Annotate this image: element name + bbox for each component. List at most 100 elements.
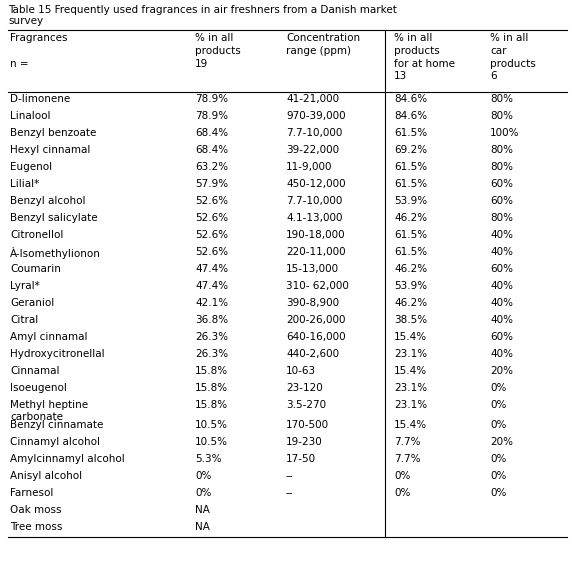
Text: 42.1%: 42.1% xyxy=(195,298,228,308)
Text: 61.5%: 61.5% xyxy=(394,247,427,257)
Text: 26.3%: 26.3% xyxy=(195,332,228,342)
Text: Geraniol: Geraniol xyxy=(10,298,54,308)
Text: 60%: 60% xyxy=(490,196,513,206)
Text: Hydroxycitronellal: Hydroxycitronellal xyxy=(10,349,105,359)
Text: 440-2,600: 440-2,600 xyxy=(286,349,339,359)
Text: Coumarin: Coumarin xyxy=(10,264,61,274)
Text: 220-11,000: 220-11,000 xyxy=(286,247,346,257)
Text: 0%: 0% xyxy=(490,488,507,498)
Text: 61.5%: 61.5% xyxy=(394,230,427,240)
Text: Cinnamyl alcohol: Cinnamyl alcohol xyxy=(10,437,100,447)
Text: 61.5%: 61.5% xyxy=(394,128,427,138)
Text: Benzyl alcohol: Benzyl alcohol xyxy=(10,196,86,206)
Text: 15-13,000: 15-13,000 xyxy=(286,264,339,274)
Text: 390-8,900: 390-8,900 xyxy=(286,298,339,308)
Text: 4.1-13,000: 4.1-13,000 xyxy=(286,213,343,223)
Text: NA: NA xyxy=(195,522,210,532)
Text: 7.7%: 7.7% xyxy=(394,454,420,464)
Text: 20%: 20% xyxy=(490,437,513,447)
Text: --: -- xyxy=(286,488,293,498)
Text: 78.9%: 78.9% xyxy=(195,94,228,104)
Text: 61.5%: 61.5% xyxy=(394,162,427,172)
Text: Benzyl cinnamate: Benzyl cinnamate xyxy=(10,420,104,430)
Text: 190-18,000: 190-18,000 xyxy=(286,230,346,240)
Text: 15.4%: 15.4% xyxy=(394,366,427,376)
Text: 0%: 0% xyxy=(394,471,411,481)
Text: 450-12,000: 450-12,000 xyxy=(286,179,346,189)
Text: 0%: 0% xyxy=(490,471,507,481)
Text: 0%: 0% xyxy=(195,488,212,498)
Text: 0%: 0% xyxy=(394,488,411,498)
Text: 52.6%: 52.6% xyxy=(195,213,228,223)
Text: 69.2%: 69.2% xyxy=(394,145,427,155)
Text: 53.9%: 53.9% xyxy=(394,196,427,206)
Text: 23.1%: 23.1% xyxy=(394,400,427,410)
Text: 19-230: 19-230 xyxy=(286,437,323,447)
Text: 17-50: 17-50 xyxy=(286,454,316,464)
Text: Anisyl alcohol: Anisyl alcohol xyxy=(10,471,82,481)
Text: 68.4%: 68.4% xyxy=(195,128,228,138)
Text: 26.3%: 26.3% xyxy=(195,349,228,359)
Text: 57.9%: 57.9% xyxy=(195,179,228,189)
Text: Methyl heptine
carbonate: Methyl heptine carbonate xyxy=(10,400,88,422)
Text: 41-21,000: 41-21,000 xyxy=(286,94,339,104)
Text: 970-39,000: 970-39,000 xyxy=(286,111,346,121)
Text: Citral: Citral xyxy=(10,315,39,325)
Text: 36.8%: 36.8% xyxy=(195,315,228,325)
Text: 52.6%: 52.6% xyxy=(195,247,228,257)
Text: Concentration
range (ppm): Concentration range (ppm) xyxy=(286,33,360,56)
Text: 15.4%: 15.4% xyxy=(394,420,427,430)
Text: 80%: 80% xyxy=(490,213,513,223)
Text: 47.4%: 47.4% xyxy=(195,281,228,291)
Text: Tree moss: Tree moss xyxy=(10,522,62,532)
Text: 80%: 80% xyxy=(490,162,513,172)
Text: 23.1%: 23.1% xyxy=(394,349,427,359)
Text: 5.3%: 5.3% xyxy=(195,454,221,464)
Text: 0%: 0% xyxy=(490,383,507,393)
Text: 23-120: 23-120 xyxy=(286,383,323,393)
Text: 15.4%: 15.4% xyxy=(394,332,427,342)
Text: Linalool: Linalool xyxy=(10,111,51,121)
Text: Isoeugenol: Isoeugenol xyxy=(10,383,67,393)
Text: 60%: 60% xyxy=(490,332,513,342)
Text: 0%: 0% xyxy=(490,420,507,430)
Text: 47.4%: 47.4% xyxy=(195,264,228,274)
Text: 640-16,000: 640-16,000 xyxy=(286,332,346,342)
Text: 46.2%: 46.2% xyxy=(394,213,427,223)
Text: D-limonene: D-limonene xyxy=(10,94,70,104)
Text: 0%: 0% xyxy=(195,471,212,481)
Text: 11-9,000: 11-9,000 xyxy=(286,162,332,172)
Text: 10.5%: 10.5% xyxy=(195,420,228,430)
Text: Cinnamal: Cinnamal xyxy=(10,366,59,376)
Text: Fragrances

n =: Fragrances n = xyxy=(10,33,67,69)
Text: 0%: 0% xyxy=(490,400,507,410)
Text: Hexyl cinnamal: Hexyl cinnamal xyxy=(10,145,90,155)
Text: 3.5-270: 3.5-270 xyxy=(286,400,326,410)
Text: NA: NA xyxy=(195,505,210,515)
Text: 40%: 40% xyxy=(490,247,513,257)
Text: 84.6%: 84.6% xyxy=(394,94,427,104)
Text: 40%: 40% xyxy=(490,349,513,359)
Text: Amylcinnamyl alcohol: Amylcinnamyl alcohol xyxy=(10,454,125,464)
Text: --: -- xyxy=(286,471,293,481)
Text: survey: survey xyxy=(8,16,43,26)
Text: Benzyl salicylate: Benzyl salicylate xyxy=(10,213,98,223)
Text: 15.8%: 15.8% xyxy=(195,366,228,376)
Text: 40%: 40% xyxy=(490,315,513,325)
Text: 7.7-10,000: 7.7-10,000 xyxy=(286,196,342,206)
Text: 40%: 40% xyxy=(490,230,513,240)
Text: 39-22,000: 39-22,000 xyxy=(286,145,339,155)
Text: 200-26,000: 200-26,000 xyxy=(286,315,346,325)
Text: 15.8%: 15.8% xyxy=(195,400,228,410)
Text: 78.9%: 78.9% xyxy=(195,111,228,121)
Text: 80%: 80% xyxy=(490,145,513,155)
Text: 170-500: 170-500 xyxy=(286,420,329,430)
Text: 80%: 80% xyxy=(490,111,513,121)
Text: 60%: 60% xyxy=(490,264,513,274)
Text: Table 15 Frequently used fragrances in air freshners from a Danish market: Table 15 Frequently used fragrances in a… xyxy=(8,5,397,15)
Text: 40%: 40% xyxy=(490,281,513,291)
Text: 52.6%: 52.6% xyxy=(195,230,228,240)
Text: Benzyl benzoate: Benzyl benzoate xyxy=(10,128,97,138)
Text: 7.7-10,000: 7.7-10,000 xyxy=(286,128,342,138)
Text: Farnesol: Farnesol xyxy=(10,488,53,498)
